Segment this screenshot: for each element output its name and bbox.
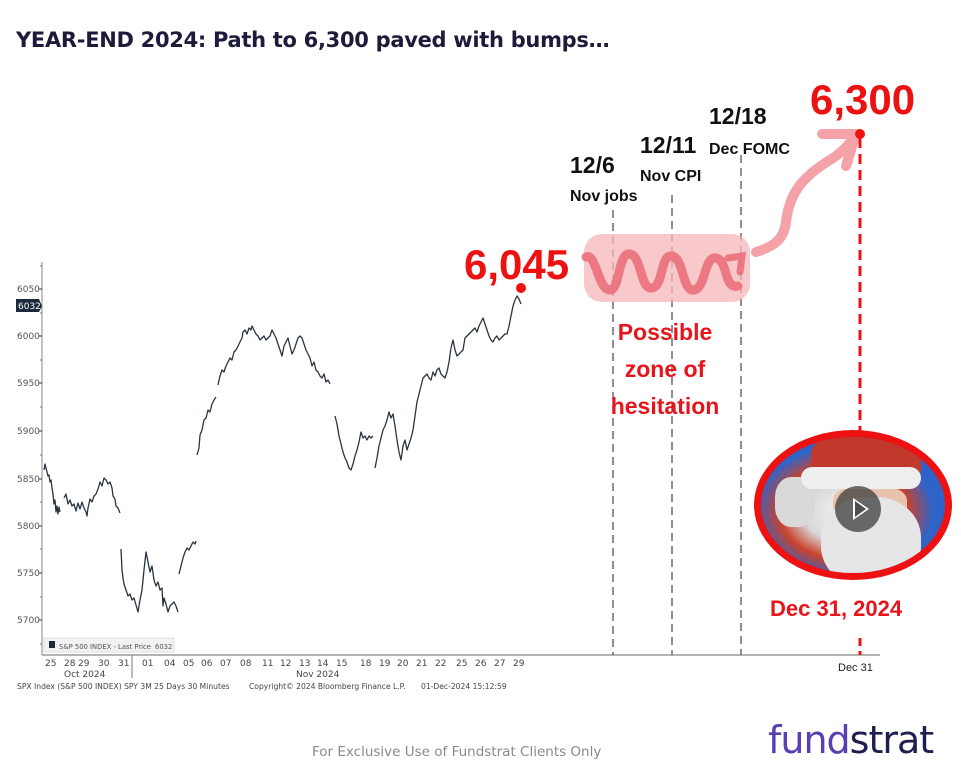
svg-text:5800: 5800 (17, 522, 40, 532)
target-dot (855, 129, 865, 139)
svg-text:31: 31 (118, 659, 129, 669)
svg-text:12/6: 12/6 (570, 152, 615, 178)
y-tick-labels: 6050 6000 5950 5900 5850 5800 5750 5700 (17, 285, 40, 626)
svg-text:21: 21 (416, 659, 427, 669)
svg-text:SPX Index (S&P 500 INDEX) SPY: SPX Index (S&P 500 INDEX) SPY 3M 25 Days… (17, 682, 230, 691)
current-level-dot (516, 283, 526, 293)
zone-label-line: hesitation (610, 393, 720, 419)
svg-text:6050: 6050 (17, 285, 40, 295)
svg-text:07: 07 (220, 659, 231, 669)
y-ticks (39, 265, 42, 645)
price-series (43, 295, 522, 613)
rise-arrow (751, 135, 857, 257)
svg-text:18: 18 (360, 659, 372, 669)
chart-legend: S&P 500 INDEX - Last Price 6032 (43, 637, 175, 653)
svg-text:22: 22 (435, 659, 446, 669)
svg-text:5700: 5700 (17, 616, 40, 626)
last-price-tag: 6032 (16, 299, 42, 312)
svg-text:13: 13 (299, 659, 310, 669)
svg-text:Dec FOMC: Dec FOMC (709, 141, 790, 158)
svg-text:5850: 5850 (17, 475, 40, 485)
logo-part-strat: strat (849, 718, 935, 762)
svg-text:29: 29 (513, 659, 525, 669)
svg-text:5950: 5950 (17, 379, 40, 389)
play-button[interactable] (835, 486, 881, 532)
santa-hat-brim (801, 467, 921, 489)
logo-part-fund: fund (768, 718, 851, 762)
svg-text:26: 26 (475, 659, 487, 669)
svg-text:08: 08 (240, 659, 252, 669)
event-labels: 12/6 Nov jobs 12/11 Nov CPI 12/18 Dec FO… (570, 103, 790, 205)
svg-text:Oct 2024: Oct 2024 (64, 670, 106, 680)
svg-text:S&P 500 INDEX - Last Price: S&P 500 INDEX - Last Price (59, 643, 151, 651)
svg-text:04: 04 (164, 659, 176, 669)
wavy-path (581, 249, 743, 295)
svg-text:Nov jobs: Nov jobs (570, 188, 638, 205)
fundstrat-logo: fundstrat (768, 718, 935, 762)
svg-text:5900: 5900 (17, 427, 40, 437)
zone-label-line: Possible (617, 319, 713, 345)
svg-text:12/18: 12/18 (709, 103, 767, 129)
target-date-label: Dec 31, 2024 (770, 596, 903, 621)
santa-video-thumbnail[interactable] (754, 430, 952, 580)
target-level-label: 6,300 (810, 76, 915, 123)
footer-disclaimer: For Exclusive Use of Fundstrat Clients O… (312, 744, 602, 760)
wavy-arrow-head (724, 251, 747, 276)
svg-text:6032: 6032 (18, 302, 41, 312)
svg-text:19: 19 (379, 659, 391, 669)
svg-text:11: 11 (262, 659, 273, 669)
hesitation-zone-label: Possible zone of hesitation (590, 314, 740, 425)
svg-text:15: 15 (336, 659, 347, 669)
svg-text:28: 28 (64, 659, 76, 669)
svg-text:06: 06 (201, 659, 213, 669)
svg-text:Copyright© 2024 Bloomberg Fina: Copyright© 2024 Bloomberg Finance L.P. (249, 682, 406, 691)
svg-text:01-Dec-2024 15:12:59: 01-Dec-2024 15:12:59 (421, 682, 507, 691)
svg-text:27: 27 (494, 659, 505, 669)
svg-text:01: 01 (142, 659, 153, 669)
svg-text:Nov 2024: Nov 2024 (296, 670, 340, 680)
svg-text:6000: 6000 (17, 332, 40, 342)
svg-text:30: 30 (98, 659, 110, 669)
svg-text:12: 12 (280, 659, 291, 669)
svg-text:29: 29 (78, 659, 90, 669)
zone-label-line: zone of (624, 356, 706, 382)
svg-text:20: 20 (397, 659, 409, 669)
svg-text:05: 05 (183, 659, 194, 669)
play-icon-inner (855, 501, 866, 517)
svg-text:25: 25 (45, 659, 56, 669)
x-tick-labels: 25 28 29 30 31 01 04 05 06 07 08 11 12 1… (45, 659, 525, 680)
current-level-label: 6,045 (464, 241, 569, 288)
svg-text:12/11: 12/11 (640, 132, 696, 158)
source-line: SPX Index (S&P 500 INDEX) SPY 3M 25 Days… (17, 682, 507, 691)
slide-title: YEAR-END 2024: Path to 6,300 paved with … (16, 28, 610, 52)
svg-text:6032: 6032 (155, 643, 172, 651)
svg-text:Nov CPI: Nov CPI (640, 168, 701, 185)
target-date-axis-label: Dec 31 (838, 662, 873, 674)
svg-text:14: 14 (317, 659, 329, 669)
svg-text:5750: 5750 (17, 569, 40, 579)
svg-text:25: 25 (456, 659, 467, 669)
